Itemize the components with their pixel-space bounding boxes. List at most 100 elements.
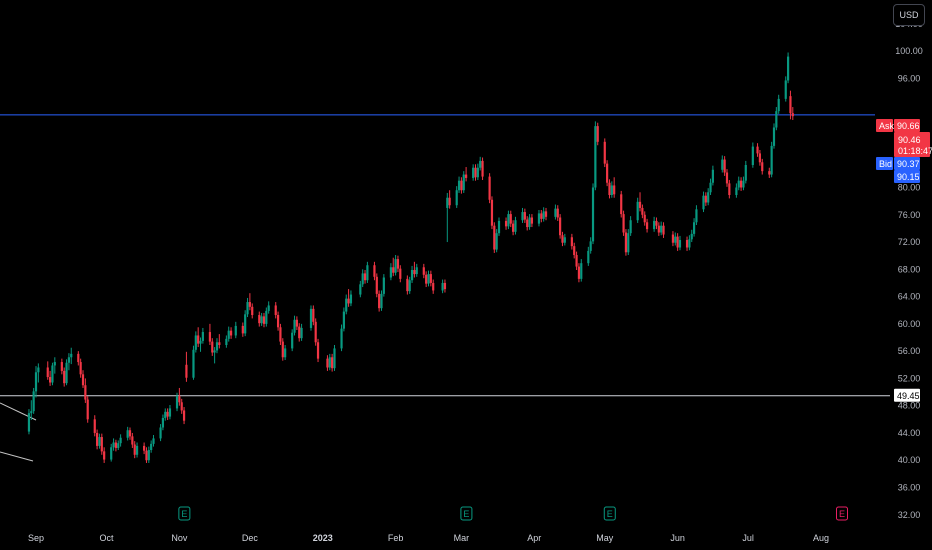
candle-body [34, 372, 38, 392]
candle-body [638, 201, 642, 208]
candle-body [476, 167, 479, 178]
x-tick-label: Oct [100, 533, 115, 543]
candle-body [685, 240, 689, 248]
candle-body [361, 273, 364, 285]
candle-body [707, 192, 710, 203]
candle-body [507, 214, 510, 227]
candle-body [725, 172, 729, 184]
candle-body [603, 141, 606, 164]
candle-body [227, 330, 230, 339]
candle-body [622, 214, 625, 233]
candle-body [211, 341, 214, 353]
candle-body [655, 220, 658, 226]
bid-value: 90.37 [897, 159, 920, 169]
candle-body [556, 208, 559, 218]
candle-body [316, 342, 320, 359]
candle-body [110, 447, 113, 460]
candle-body [103, 451, 106, 460]
last-price-bg [894, 132, 930, 157]
candle-body [751, 146, 754, 165]
candle-body [93, 419, 96, 433]
candle-body [37, 367, 40, 373]
candle-body [413, 270, 416, 275]
x-tick-label: Dec [242, 533, 259, 543]
candle-body [201, 332, 204, 341]
currency-button[interactable]: USD [893, 4, 925, 26]
candle-body [349, 294, 353, 304]
candle-body [293, 319, 296, 333]
candle-body [251, 306, 254, 315]
candle-body [758, 153, 761, 163]
candle-body [441, 282, 444, 291]
candle-body [542, 211, 545, 219]
y-tick-label: 36.00 [898, 483, 921, 493]
candle-body [561, 235, 564, 243]
ask-value: 90.66 [897, 121, 920, 131]
candle-body [493, 225, 496, 250]
candle-body [544, 211, 548, 217]
candle-body [131, 436, 134, 445]
candle-body [77, 353, 80, 363]
y-tick-label: 72.00 [898, 237, 921, 247]
y-tick-label: 52.00 [898, 373, 921, 383]
x-tick-label: Jun [670, 533, 685, 543]
candle-body [128, 430, 132, 437]
candle-body [577, 266, 581, 279]
candle-body [225, 338, 228, 345]
candle-body [32, 391, 35, 412]
candle-body [79, 362, 82, 375]
candle-body [457, 180, 461, 191]
candle-body [406, 278, 409, 292]
candle-body [704, 195, 707, 203]
candle-body [326, 358, 329, 368]
candle-body [98, 437, 101, 446]
candle-body [274, 305, 277, 315]
candle-body [777, 98, 780, 112]
candle-body [53, 362, 56, 366]
candle-body [660, 225, 663, 233]
y-tick-label: 56.00 [898, 346, 921, 356]
candle-body [620, 194, 623, 215]
candle-body [591, 187, 595, 242]
earnings-marker-icon [836, 506, 848, 521]
candle-body [295, 319, 298, 327]
candle-body [145, 450, 148, 461]
candle-body [135, 445, 139, 455]
candle-body [46, 367, 49, 378]
earnings-marker-label: E [181, 509, 187, 519]
x-tick-label: May [596, 533, 614, 543]
candle-body [150, 443, 153, 450]
candle-body [241, 325, 244, 334]
candle-body [521, 212, 524, 221]
candle-body [51, 365, 54, 383]
candle-body [194, 335, 197, 350]
candle-body [67, 357, 71, 363]
candle-body [563, 237, 566, 243]
candle-body [540, 213, 543, 219]
candle-body [284, 348, 287, 358]
candle-body [147, 450, 150, 461]
earnings-marker-icon [603, 506, 616, 521]
hline-label-bg [894, 388, 920, 402]
candle-body [378, 293, 381, 309]
candle-body [671, 234, 675, 243]
candle-body [229, 330, 233, 336]
candle-body [359, 284, 362, 295]
candle-body [178, 396, 181, 403]
candle-body [112, 442, 115, 448]
candle-body [495, 233, 498, 250]
candle-body [530, 217, 534, 224]
candle-body [27, 413, 31, 432]
candle-body [340, 328, 343, 349]
y-tick-label: 48.00 [898, 401, 921, 411]
candle-body [159, 427, 162, 439]
x-tick-label: Sep [28, 533, 44, 543]
candle-body [152, 438, 155, 444]
x-tick-label: Nov [171, 533, 188, 543]
candle-body [262, 316, 266, 324]
y-tick-label: 40.00 [898, 455, 921, 465]
candle-body [596, 126, 599, 142]
candle-body [60, 362, 63, 371]
